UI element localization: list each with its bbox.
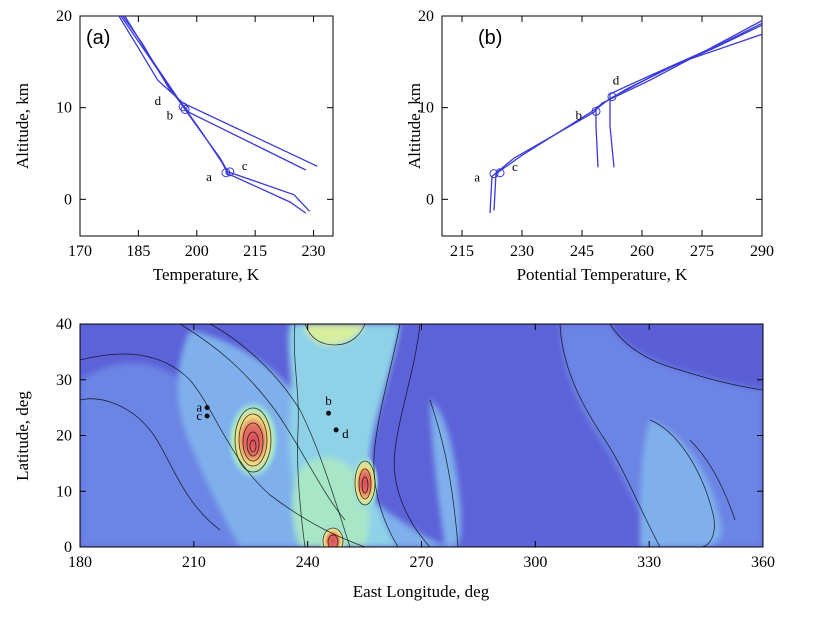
- panel-2-y-tick-label: 40: [56, 316, 72, 333]
- map-marker-label-c: c: [196, 408, 202, 423]
- panel-a-series-line-2: [122, 16, 307, 171]
- panel-b-marker-label-b: b: [576, 107, 583, 122]
- panel-b-marker-a: [489, 169, 499, 179]
- map-marker-label-a: a: [196, 400, 202, 415]
- panel-b-series: [489, 20, 762, 214]
- panel-c-y-axis-title: Latitude, deg: [13, 391, 32, 481]
- panel-a-marker-d: [178, 102, 188, 112]
- panel-b-frame: [441, 15, 763, 237]
- panel-1-x-tick-label: 215: [450, 243, 474, 260]
- panel-2-x-tick-label: 240: [296, 554, 320, 571]
- panel-b-potential-temperature-profile: 215 230 245 260 275 290 0 10 20 a c b d (b) Potenti…: [405, 8, 774, 284]
- panel-1-y-tick-label: 0: [426, 191, 434, 208]
- panel-a-markers: a c db: [155, 93, 248, 184]
- map-marker-a: [204, 405, 210, 411]
- map-marker-d: [333, 427, 339, 433]
- panel-1-x-tick-label: 275: [690, 243, 714, 260]
- panel-2-y-tick-label: 20: [56, 428, 72, 445]
- panel-a-series: [118, 16, 318, 214]
- panel-b-series-line-4: [609, 22, 762, 168]
- panel-b-series-line-3: [595, 33, 762, 168]
- panel-a-temperature-profile: 170 185 200 215 230 0 10 20 a c db (a) Temperatur…: [13, 8, 334, 284]
- panel-a-marker-label-c: c: [242, 158, 248, 173]
- panel-b-markers: a c b d: [474, 73, 620, 185]
- panel-a-series-line-3: [120, 16, 311, 212]
- panel-2-y-tick-label: 0: [64, 539, 72, 556]
- panel-a-marker-c: [225, 167, 235, 177]
- panel-2-x-tick-label: 330: [637, 554, 661, 571]
- panel-b-x-axis-title: Potential Temperature, K: [517, 265, 689, 284]
- contour-peak-255-11: [351, 455, 379, 511]
- panel-0-y-tick-label: 0: [64, 191, 72, 208]
- panel-0-y-tick-label: 10: [56, 100, 72, 117]
- panel-0-x-tick-label: 215: [243, 243, 267, 260]
- panel-1-y-tick-label: 10: [418, 100, 434, 117]
- panel-a-marker-b: [180, 105, 190, 114]
- panel-2-y-tick-label: 30: [56, 372, 72, 389]
- map-marker-b: [326, 410, 332, 416]
- panel-2-x-tick-label: 360: [751, 554, 775, 571]
- panel-c-ticks: 180 210 240 270 300 330 360 0 10 20 30 40: [56, 316, 775, 571]
- panel-0-x-tick-label: 170: [68, 243, 92, 260]
- panel-c-x-axis-title: East Longitude, deg: [353, 582, 490, 601]
- panel-a-series-line-4: [124, 16, 307, 214]
- panel-a-label: (a): [86, 27, 110, 49]
- panel-0-x-tick-label: 200: [185, 243, 209, 260]
- panel-a-y-axis-title: Altitude, km: [13, 83, 32, 169]
- panel-b-marker-b: [591, 106, 601, 116]
- panel-b-label: (b): [478, 27, 502, 49]
- map-marker-c: [204, 413, 210, 419]
- contour-field: [80, 324, 763, 547]
- panel-b-marker-d: [607, 92, 617, 102]
- panel-2-x-tick-label: 300: [523, 554, 547, 571]
- panel-c-markers: ac b d: [196, 393, 349, 441]
- panel-b-ticks: 215 230 245 260 275 290 0 10 20: [418, 8, 774, 260]
- panel-1-x-tick-label: 260: [630, 243, 654, 260]
- panel-a-marker-label-a: a: [206, 169, 212, 184]
- contour-lines: [80, 324, 763, 547]
- panel-0-x-tick-label: 230: [302, 243, 326, 260]
- panel-b-marker-c: [495, 168, 505, 178]
- panel-1-x-tick-label: 230: [510, 243, 534, 260]
- panel-a-marker-label-d: d: [155, 93, 162, 108]
- panel-0-x-tick-label: 185: [126, 243, 150, 260]
- panel-a-marker-a: [221, 168, 231, 178]
- panel-b-y-axis-title: Altitude, km: [405, 83, 424, 169]
- panel-c-contour-map: 180 210 240 270 300 330 360 0 10 20 30 40 ac b d East…: [13, 316, 775, 601]
- panel-1-y-tick-label: 20: [418, 8, 434, 25]
- panel-2-x-tick-label: 180: [68, 554, 92, 571]
- panel-0-y-tick-label: 20: [56, 8, 72, 25]
- panel-2-x-tick-label: 210: [182, 554, 206, 571]
- map-marker-label-d: d: [342, 426, 349, 441]
- panel-b-marker-label-c: c: [512, 159, 518, 174]
- panel-2-y-tick-label: 10: [56, 483, 72, 500]
- panel-a-ticks: 170 185 200 215 230 0 10 20: [56, 8, 333, 260]
- panel-2-x-tick-label: 270: [410, 554, 434, 571]
- panel-1-x-tick-label: 290: [750, 243, 774, 260]
- panel-b-marker-label-d: d: [613, 73, 620, 88]
- map-marker-label-b: b: [325, 393, 332, 408]
- panel-b-series-line-1: [489, 20, 762, 214]
- panel-a-x-axis-title: Temperature, K: [153, 265, 260, 284]
- panel-b-series-line-2: [493, 24, 762, 211]
- panel-a-marker-label-b: b: [167, 108, 174, 123]
- panel-1-x-tick-label: 245: [570, 243, 594, 260]
- panel-b-marker-label-a: a: [474, 170, 480, 185]
- panel-a-series-line-1: [118, 16, 318, 167]
- panel-a-frame: [79, 15, 334, 237]
